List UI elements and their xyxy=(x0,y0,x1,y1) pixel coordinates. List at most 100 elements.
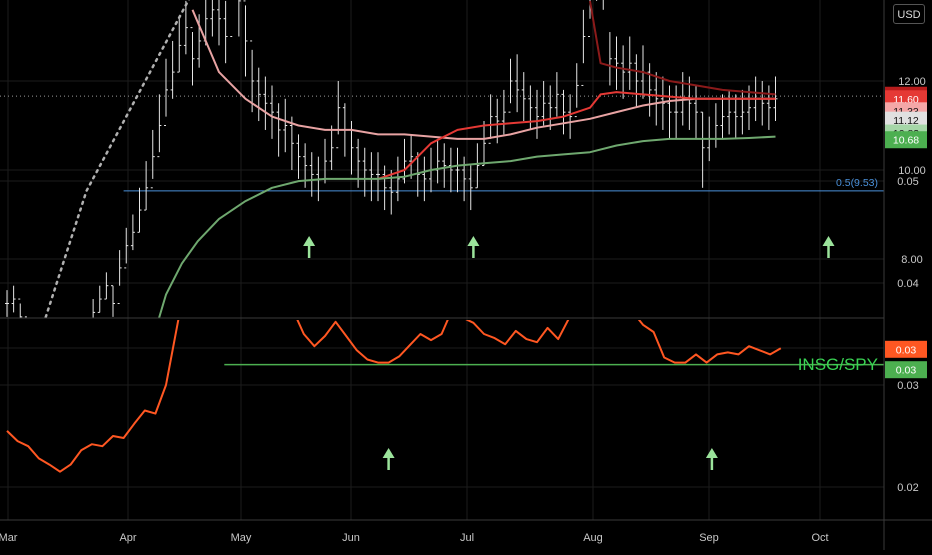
ohlc-bar xyxy=(263,76,268,130)
ohlc-bar xyxy=(362,147,367,197)
x-tick-label: May xyxy=(231,532,252,544)
ohlc-bar xyxy=(117,250,122,304)
ohlc-bar xyxy=(508,58,513,113)
ohlc-bar xyxy=(442,143,447,188)
ohlc-bar xyxy=(97,285,102,313)
ohlc-bar xyxy=(554,72,559,117)
ohlc-bar xyxy=(541,81,546,126)
ohlc-bar xyxy=(238,0,241,37)
ohlc-bar xyxy=(713,103,718,148)
moving-average-line xyxy=(191,9,776,140)
ohlc-bar xyxy=(157,94,162,158)
up-arrow-icon xyxy=(467,236,480,258)
fib-level-label: 0.5(9.53) xyxy=(836,177,878,189)
ohlc-bar xyxy=(548,85,553,130)
ohlc-bar xyxy=(104,272,109,300)
y-tick-label: 0.02 xyxy=(897,482,918,494)
ohlc-bar xyxy=(568,94,573,139)
ohlc-bar xyxy=(455,147,460,193)
ohlc-bar xyxy=(627,36,632,90)
svg-text:11.12: 11.12 xyxy=(893,115,919,127)
moving-average-line xyxy=(157,135,776,318)
ohlc-bar xyxy=(574,63,579,118)
ohlc-bar xyxy=(51,375,55,402)
y-tick-label: 12.00 xyxy=(898,76,926,88)
price-tag: 0.03 xyxy=(885,340,927,358)
ohlc-bar xyxy=(183,0,188,55)
ratio-legend: INSG/SPY xyxy=(798,355,878,374)
ohlc-bar xyxy=(720,94,725,139)
ohlc-bar xyxy=(250,40,255,113)
ohlc-bar xyxy=(111,285,115,317)
ohlc-bar xyxy=(243,0,248,77)
ohlc-bar xyxy=(581,9,586,86)
moving-average-line xyxy=(377,91,776,180)
price-tag: 10.68 xyxy=(885,131,927,149)
ratio-line xyxy=(6,320,782,473)
ohlc-bar xyxy=(296,134,301,179)
ohlc-bar xyxy=(137,187,142,233)
ohlc-bar xyxy=(11,285,16,313)
ohlc-bar xyxy=(217,0,221,46)
moving-average-line xyxy=(589,0,776,96)
ohlc-bar xyxy=(727,89,732,135)
ohlc-bar xyxy=(32,335,36,366)
ohlc-bar xyxy=(740,89,745,135)
x-tick-label: Mar xyxy=(0,532,18,544)
ohlc-bar xyxy=(283,98,288,153)
ohlc-bar xyxy=(561,89,566,135)
ohlc-bar xyxy=(409,134,414,179)
y-tick-label: 0.03 xyxy=(897,380,918,392)
ohlc-bar xyxy=(270,85,274,139)
x-tick-label: Apr xyxy=(119,532,136,544)
x-tick-label: Aug xyxy=(583,532,603,544)
ohlc-bar xyxy=(85,330,89,357)
ohlc-bar xyxy=(501,89,506,135)
ohlc-bar xyxy=(329,125,334,170)
ohlc-bar xyxy=(482,121,486,167)
ratio-panel: INSG/SPY xyxy=(6,320,884,473)
ohlc-bar xyxy=(65,344,69,384)
ohlc-bar xyxy=(38,352,42,383)
ohlc-bar xyxy=(336,81,341,149)
ohlc-bar xyxy=(144,161,149,211)
ohlc-bar xyxy=(369,152,374,202)
ohlc-bar xyxy=(596,0,598,1)
ohlc-bar xyxy=(654,72,659,126)
currency-label[interactable]: USD xyxy=(893,4,925,24)
ohlc-bar xyxy=(382,165,387,211)
ohlc-bar xyxy=(435,138,440,184)
dotted-trend-line xyxy=(44,0,190,318)
ohlc-bar xyxy=(92,299,96,318)
ohlc-bar xyxy=(276,103,281,157)
ohlc-bar xyxy=(488,94,493,144)
y-tick-label: 0.05 xyxy=(897,176,918,188)
ohlc-bar xyxy=(515,54,520,113)
ohlc-bar xyxy=(395,156,400,202)
ohlc-bar xyxy=(164,58,168,126)
ohlc-bar xyxy=(694,85,698,139)
ohlc-bar xyxy=(24,316,27,318)
ohlc-bar xyxy=(309,152,314,197)
ohlc-bar xyxy=(289,116,294,170)
ohlc-bar xyxy=(448,147,453,193)
price-tag: 11.12 xyxy=(885,111,927,129)
ohlc-bar xyxy=(45,366,49,393)
price-panel: 0.5(9.53) xyxy=(0,0,884,402)
ohlc-bar xyxy=(58,370,62,397)
ohlc-bar xyxy=(660,76,665,130)
ohlc-bar xyxy=(422,156,427,202)
ohlc-bar xyxy=(223,0,228,64)
grid-layer xyxy=(0,0,884,520)
x-tick-label: Oct xyxy=(811,532,828,544)
y-tick-label: 0.04 xyxy=(897,278,918,290)
ohlc-bar xyxy=(621,45,626,99)
ohlc-bar xyxy=(674,85,679,139)
ohlc-bar xyxy=(124,227,129,269)
ohlc-bar xyxy=(190,27,195,86)
ohlc-bar xyxy=(170,40,175,99)
